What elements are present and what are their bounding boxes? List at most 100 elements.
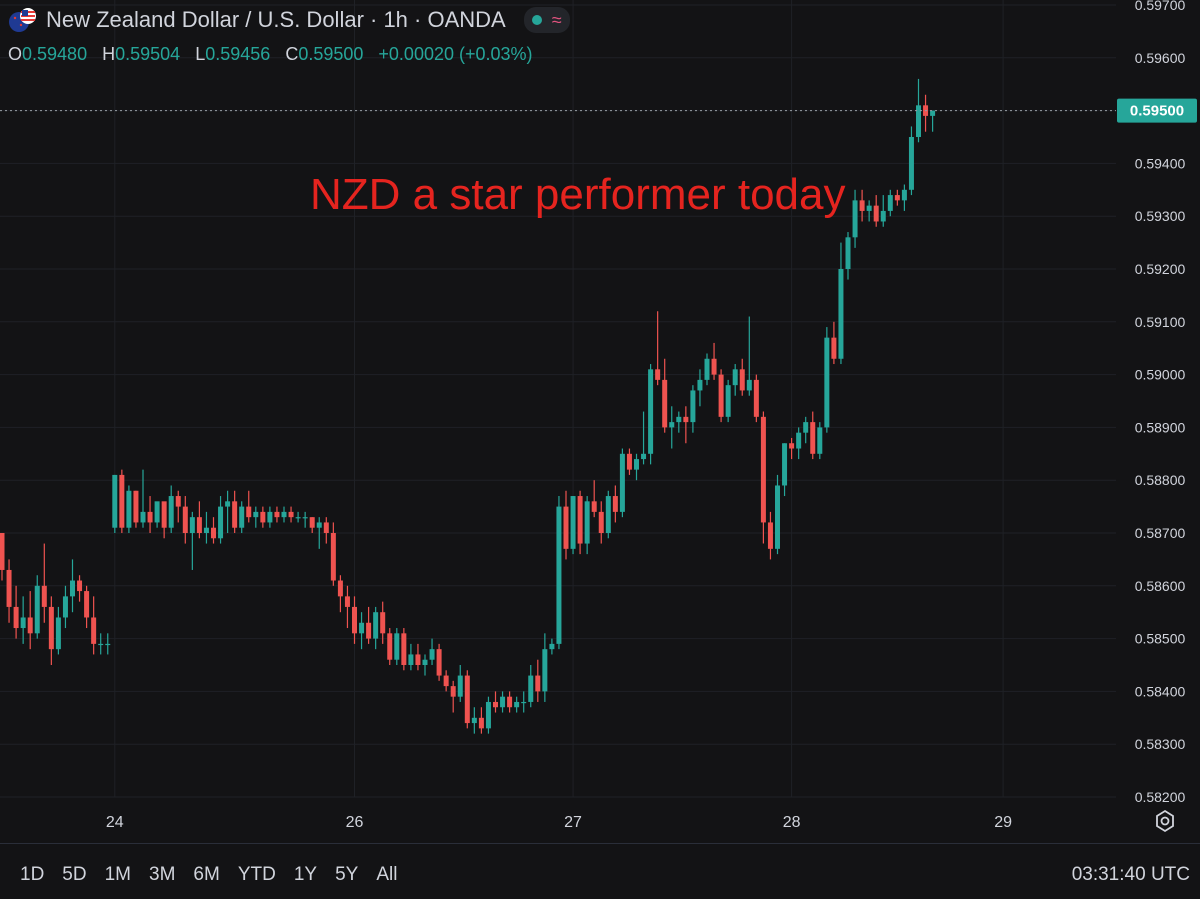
candle-body xyxy=(824,337,830,428)
bottom-toolbar: 1D 5D 1M 3M 6M YTD 1Y 5Y All 03:31:40 UT… xyxy=(0,843,1200,899)
candle-body xyxy=(739,369,745,391)
candle-body xyxy=(154,501,160,523)
candle-body xyxy=(77,580,83,592)
candle-body xyxy=(246,506,252,518)
candle-body xyxy=(126,490,132,528)
range-1y[interactable]: 1Y xyxy=(293,864,318,885)
candle-body xyxy=(337,580,343,597)
candle-body xyxy=(542,649,548,692)
x-tick-label: 27 xyxy=(564,814,582,831)
candle-body xyxy=(690,390,696,423)
candle-body xyxy=(373,612,379,639)
candle-body xyxy=(866,205,872,211)
high-value: 0.59504 xyxy=(115,44,181,64)
candle-body xyxy=(211,527,216,539)
candle-body xyxy=(27,617,33,634)
range-1m[interactable]: 1M xyxy=(104,864,131,885)
candle-body xyxy=(98,643,104,646)
candle-body xyxy=(203,527,209,533)
range-5d[interactable]: 5D xyxy=(62,864,87,885)
range-3m[interactable]: 3M xyxy=(149,864,176,885)
candle-body xyxy=(366,622,372,639)
market-status-pill[interactable]: ≈ xyxy=(523,7,570,33)
candle-body xyxy=(648,369,654,454)
candle-body xyxy=(500,696,506,708)
candle-body xyxy=(429,649,435,660)
y-tick-label: 0.58400 xyxy=(1135,683,1186,699)
chart-annotation: NZD a star performer today xyxy=(310,170,846,219)
candle-body xyxy=(669,422,675,428)
range-ytd[interactable]: YTD xyxy=(237,864,276,885)
x-tick-label: 26 xyxy=(346,814,364,831)
candle-body xyxy=(394,633,400,660)
time-axis: 24 26 27 28 29 xyxy=(106,814,1012,831)
candle-body xyxy=(493,701,498,708)
candle-body xyxy=(908,137,914,190)
candle-body xyxy=(91,617,97,644)
candle-body xyxy=(239,506,245,528)
candle-body xyxy=(655,369,661,380)
candle-body xyxy=(634,459,639,470)
candle-body xyxy=(859,200,865,211)
y-tick-label: 0.59400 xyxy=(1135,155,1186,171)
last-price-tag-box xyxy=(1117,98,1197,123)
low-value: 0.59456 xyxy=(205,44,271,64)
candles xyxy=(0,78,936,734)
candle-body xyxy=(507,696,513,708)
candle-body xyxy=(182,506,188,533)
candle-body xyxy=(831,337,837,359)
y-tick-label: 0.58900 xyxy=(1135,419,1186,435)
candle-body xyxy=(880,210,886,222)
candle-body xyxy=(408,654,414,665)
utc-clock[interactable]: 03:31:40 UTC xyxy=(1071,864,1190,885)
candle-body xyxy=(528,675,534,702)
nzd-usd-flag-icon xyxy=(8,6,38,34)
candle-body xyxy=(521,701,527,704)
candle-body xyxy=(0,533,5,570)
candle-body xyxy=(930,110,936,116)
candle-body xyxy=(119,474,125,528)
settings-gear-icon[interactable] xyxy=(1152,808,1178,834)
range-1d[interactable]: 1D xyxy=(20,864,45,885)
wave-icon: ≈ xyxy=(551,9,562,30)
y-tick-label: 0.59600 xyxy=(1135,50,1186,66)
candle-body xyxy=(584,501,590,544)
x-tick-label: 24 xyxy=(106,814,124,831)
x-tick-label: 29 xyxy=(994,814,1012,831)
candle-body xyxy=(852,200,858,238)
candle-body xyxy=(401,633,407,665)
candle-body xyxy=(894,195,900,201)
candle-body xyxy=(514,701,520,708)
candle-body xyxy=(598,511,604,533)
x-tick-label: 28 xyxy=(783,814,801,831)
candle-body xyxy=(34,585,40,634)
candle-body xyxy=(232,501,238,528)
y-tick-label: 0.58700 xyxy=(1135,525,1186,541)
candle-body xyxy=(782,443,788,486)
candle-body xyxy=(55,617,61,650)
y-tick-label: 0.58800 xyxy=(1135,472,1186,488)
candle-body xyxy=(288,511,294,518)
range-6m[interactable]: 6M xyxy=(193,864,220,885)
symbol-title[interactable]: New Zealand Dollar / U.S. Dollar · 1h · … xyxy=(46,7,506,32)
candle-body xyxy=(725,385,731,417)
candlestick-chart[interactable]: 0.58200 0.58300 0.58400 0.58500 0.58600 0.587… xyxy=(0,0,1200,843)
open-label: O xyxy=(8,44,23,64)
candle-body xyxy=(732,369,738,386)
candle-body xyxy=(274,511,280,518)
range-5y[interactable]: 5Y xyxy=(335,864,359,885)
candle-body xyxy=(20,617,26,629)
candle-body xyxy=(387,633,393,660)
range-all[interactable]: All xyxy=(376,864,398,885)
y-tick-label: 0.59300 xyxy=(1135,208,1186,224)
candle-body xyxy=(62,596,68,618)
candle-body xyxy=(189,517,195,533)
candle-body xyxy=(41,585,47,607)
candle-body xyxy=(330,533,336,581)
candle-body xyxy=(161,501,167,528)
y-tick-label: 0.59200 xyxy=(1135,261,1186,277)
candle-body xyxy=(105,643,111,646)
low-label: L xyxy=(195,44,206,64)
candle-body xyxy=(718,374,724,417)
candle-body xyxy=(775,485,780,549)
